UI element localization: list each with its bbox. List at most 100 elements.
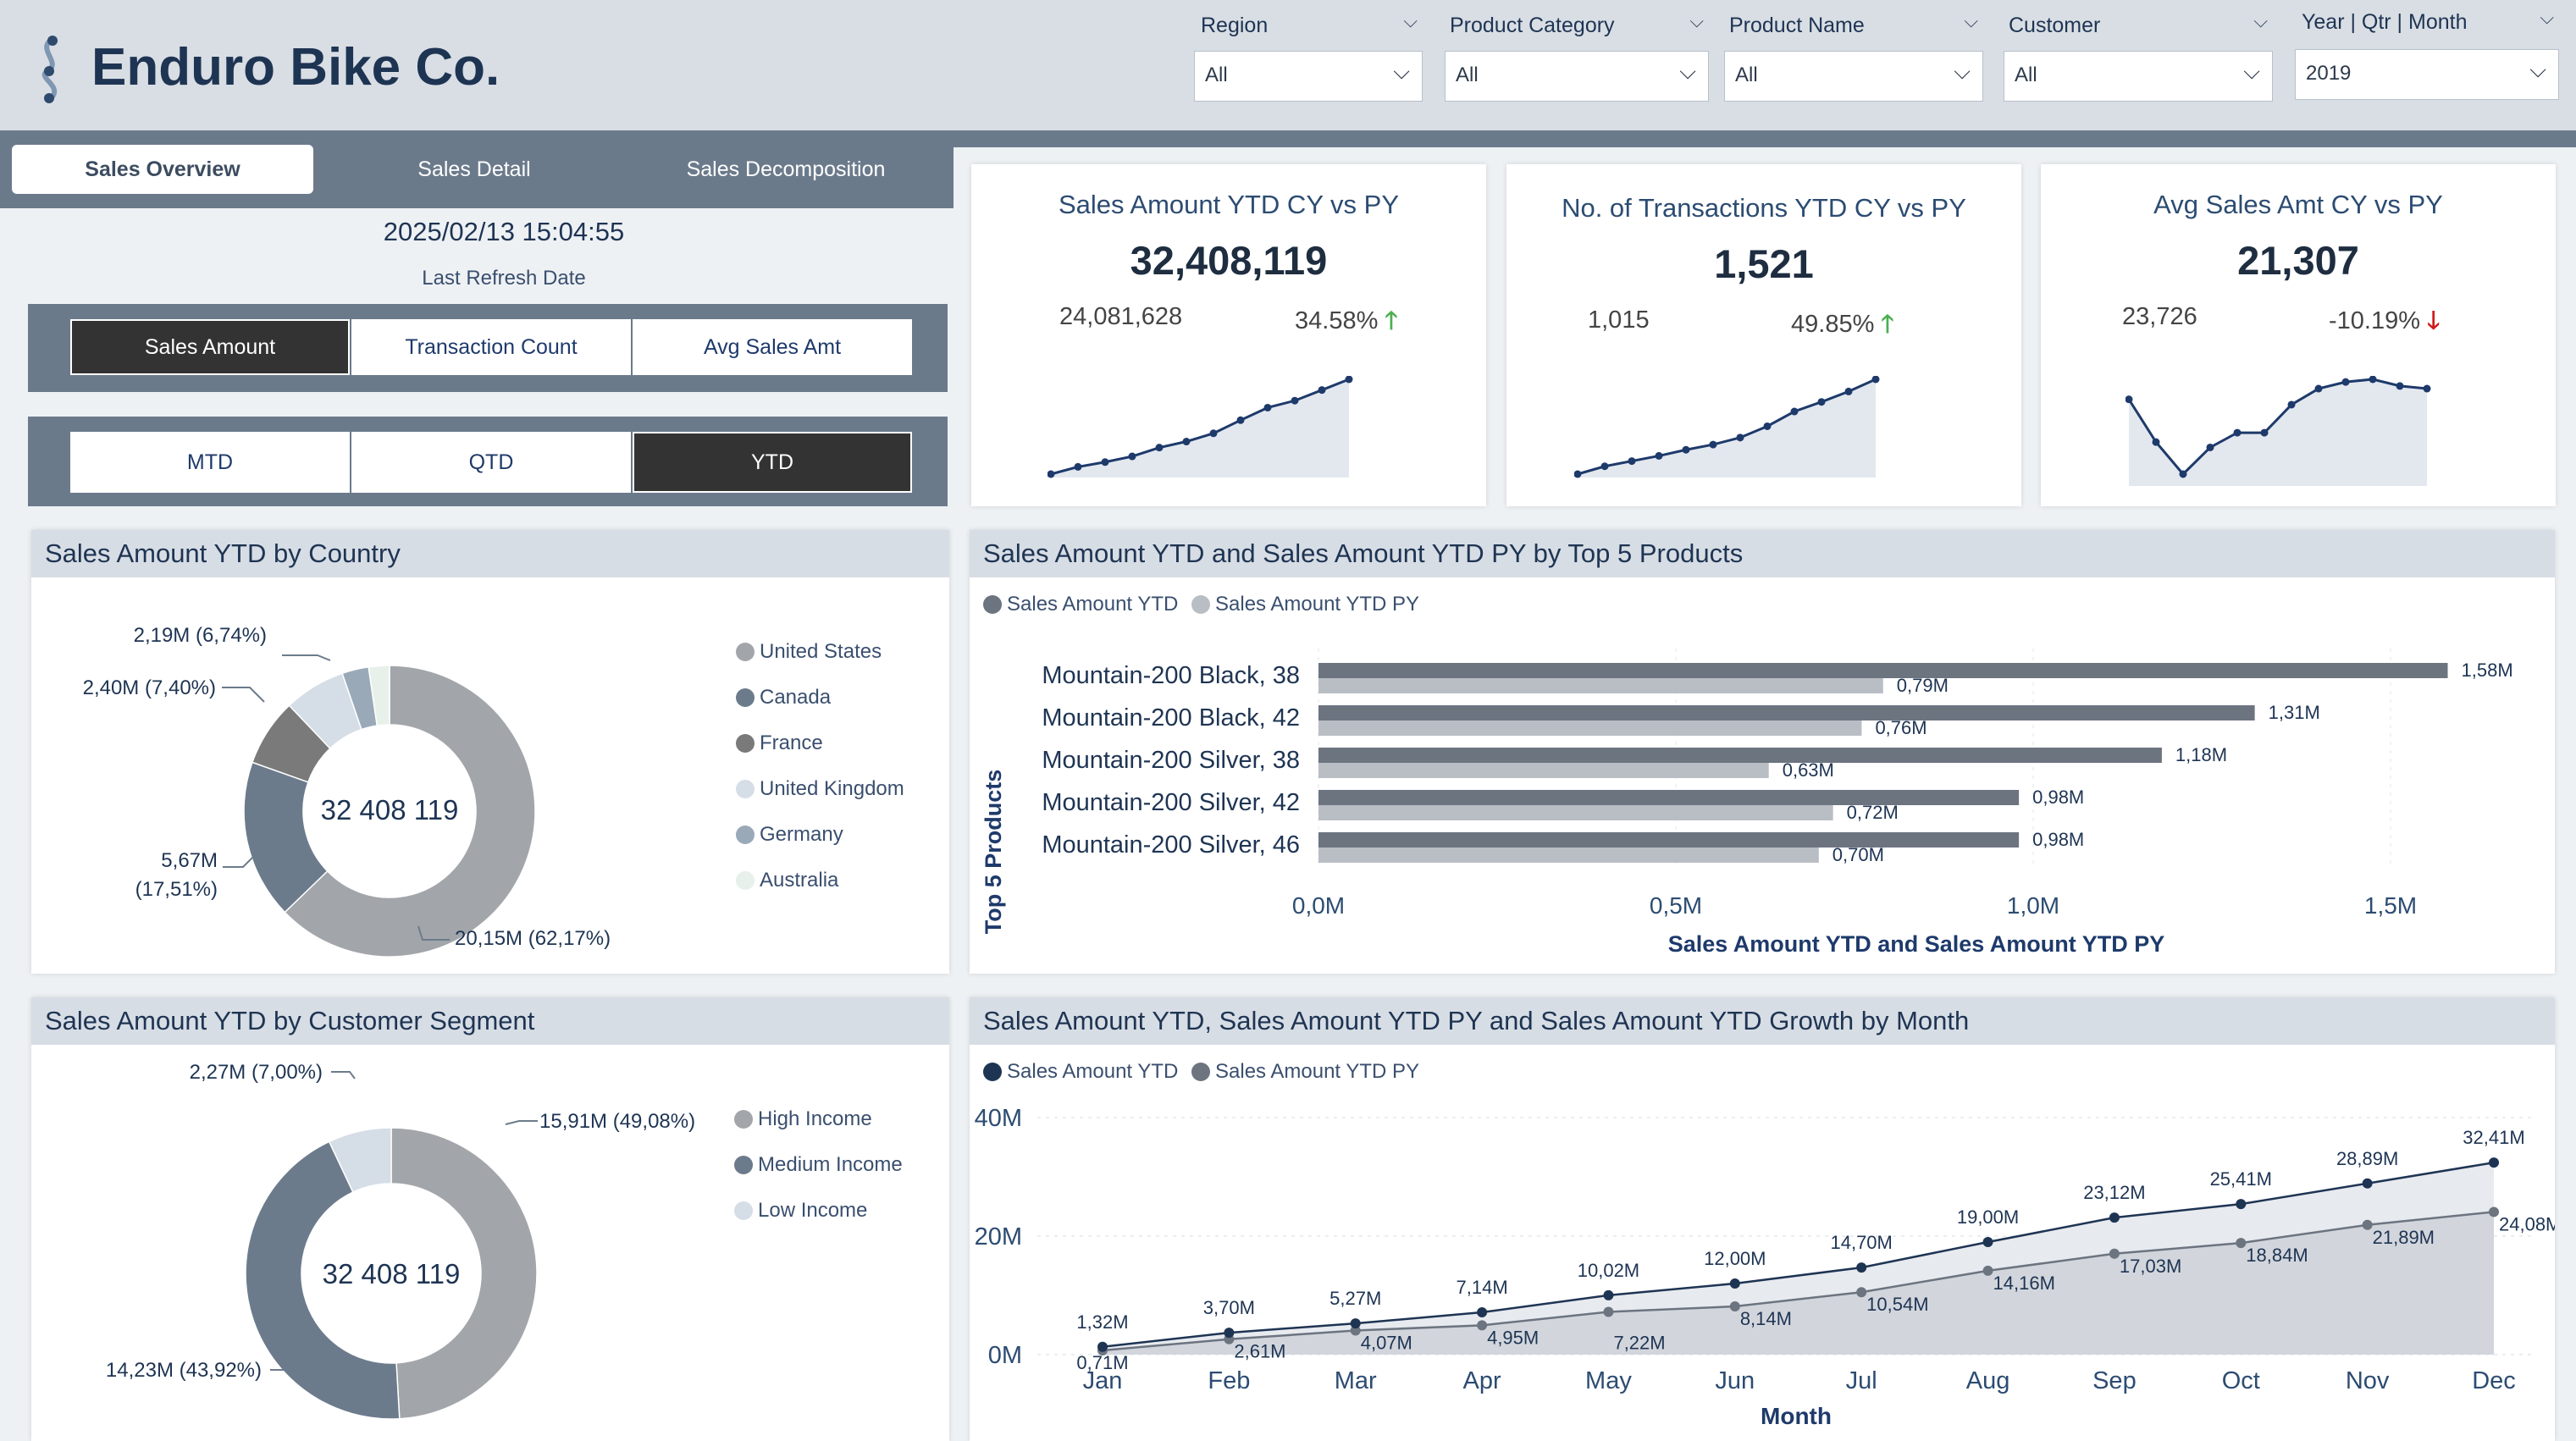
tab-sales-overview[interactable]: Sales Overview [12,145,313,194]
sales-amount-button[interactable]: Sales Amount [70,319,350,375]
mtd-button[interactable]: MTD [70,432,350,493]
legend-item[interactable]: United States [736,640,882,664]
sparkline-point [1318,386,1326,395]
ytd-point[interactable] [1477,1307,1488,1318]
tab-sales-decomposition[interactable]: Sales Decomposition [686,157,886,181]
py-point[interactable] [1350,1325,1361,1336]
period-selector: MTD QTD YTD [28,417,948,506]
donut-slice[interactable] [284,665,536,958]
ytd-point[interactable] [1729,1278,1740,1289]
legend-item[interactable]: Germany [736,823,843,847]
filter-label: Product Category [1450,14,1615,37]
sparkline-point [2314,384,2323,393]
kpi-card-sales-amount[interactable]: Sales Amount YTD CY vs PY 32,408,119 24,… [971,164,1486,506]
transaction-count-button[interactable]: Transaction Count [351,319,631,375]
py-point[interactable] [2236,1238,2247,1249]
legend-item[interactable]: Sales Amount YTD [983,593,1178,616]
donut-slice[interactable] [328,1127,392,1194]
product-name-dropdown[interactable]: All ⌵ [1724,51,1983,102]
ytd-point[interactable] [1224,1328,1235,1339]
ytd-point[interactable] [2489,1157,2499,1168]
filter-region[interactable]: Region ⌵ All ⌵ [1194,8,1423,105]
data-label: 4,95M [1487,1327,1539,1348]
py-point[interactable] [2362,1219,2373,1230]
sparkline-area [1051,379,1349,478]
qtd-button[interactable]: QTD [351,432,631,493]
ytd-button[interactable]: YTD [633,432,912,493]
filter-customer[interactable]: Customer ⌵ All ⌵ [2004,8,2273,105]
x-tick-label: Jan [1083,1367,1123,1394]
py-point[interactable] [1477,1320,1488,1331]
legend-item[interactable]: France [736,732,823,755]
ytd-point[interactable] [1603,1289,1614,1300]
sparkline-point [1128,452,1136,461]
x-tick-label: Jul [1846,1367,1877,1394]
legend-label: Canada [760,686,832,709]
sparkline-point [1182,438,1191,446]
ytd-point[interactable] [1350,1318,1361,1329]
bar[interactable] [1318,790,2020,805]
region-dropdown[interactable]: All ⌵ [1194,51,1423,102]
sparkline-point [1709,440,1717,449]
legend-item[interactable]: Canada [736,686,831,709]
ytd-point[interactable] [2236,1199,2247,1210]
bar[interactable] [1318,720,1862,736]
bar[interactable] [1318,678,1883,693]
py-point[interactable] [1603,1306,1614,1317]
legend-swatch [734,1110,753,1129]
product-category-dropdown[interactable]: All ⌵ [1445,51,1709,102]
filter-product-category[interactable]: Product Category ⌵ All ⌵ [1445,8,1709,105]
bar[interactable] [1318,663,2448,678]
kpi-card-transactions[interactable]: No. of Transactions YTD CY vs PY 1,521 1… [1506,164,2021,506]
bar[interactable] [1318,748,2162,763]
x-tick-label: Apr [1463,1367,1501,1394]
segment-donut-panel[interactable]: Sales Amount YTD by Customer Segment 32 … [31,997,949,1441]
donut-slice[interactable] [368,665,390,726]
ytd-point[interactable] [1982,1237,1993,1247]
bar[interactable] [1318,805,1833,820]
py-point[interactable] [2489,1206,2499,1217]
legend-item[interactable]: Medium Income [734,1153,903,1177]
kpi-card-avg-sales[interactable]: Avg Sales Amt CY vs PY 21,307 23,726 -10… [2041,164,2556,506]
legend-item[interactable]: High Income [734,1107,872,1131]
filter-year-qtr-month[interactable]: Year | Qtr | Month ⌵ 2019 ⌵ [2295,7,2559,103]
sparkline-point [2369,376,2377,384]
bar[interactable] [1318,705,2255,720]
ytd-point[interactable] [2109,1212,2120,1223]
country-donut-panel[interactable]: Sales Amount YTD by Country 32 408 119 2… [31,530,949,974]
ytd-point[interactable] [1097,1341,1108,1352]
bar[interactable] [1318,847,1819,863]
py-point[interactable] [1729,1301,1740,1312]
legend-item[interactable]: Australia [736,869,838,892]
chevron-down-icon: ⌵ [2243,58,2260,84]
legend-item[interactable]: Sales Amount YTD PY [1191,593,1419,616]
py-point[interactable] [1856,1287,1867,1298]
data-label: 7,14M [1457,1277,1508,1298]
sparkline-point [2179,470,2187,478]
ytd-point[interactable] [1856,1262,1867,1273]
legend-item[interactable]: Sales Amount YTD PY [1191,1060,1419,1084]
month-trend-panel[interactable]: Sales Amount YTD, Sales Amount YTD PY an… [970,997,2555,1441]
slice-label: 2,27M (7,00%) [190,1061,323,1084]
legend-label: Sales Amount YTD PY [1215,593,1420,616]
py-point[interactable] [2109,1248,2120,1259]
dropdown-value: All [2015,63,2037,86]
customer-dropdown[interactable]: All ⌵ [2004,51,2273,102]
year-dropdown[interactable]: 2019 ⌵ [2295,49,2559,100]
bar[interactable] [1318,763,1769,778]
bar[interactable] [1318,832,2020,847]
legend-item[interactable]: United Kingdom [736,777,904,801]
tab-sales-detail[interactable]: Sales Detail [417,157,531,181]
top5-products-panel[interactable]: Sales Amount YTD and Sales Amount YTD PY… [970,530,2555,974]
ytd-point[interactable] [2362,1178,2373,1189]
avg-sales-amt-button[interactable]: Avg Sales Amt [633,319,912,375]
sparkline-point [1871,376,1880,384]
legend-item[interactable]: Sales Amount YTD [983,1060,1178,1084]
filter-product-name[interactable]: Product Name ⌵ All ⌵ [1724,8,1983,105]
py-point[interactable] [1982,1265,1993,1276]
sparkline-point [2423,384,2431,393]
panel-title: Sales Amount YTD, Sales Amount YTD PY an… [970,997,2555,1045]
donut-slice[interactable] [245,1140,401,1420]
legend-item[interactable]: Low Income [734,1199,867,1223]
donut-slice[interactable] [390,1127,538,1420]
